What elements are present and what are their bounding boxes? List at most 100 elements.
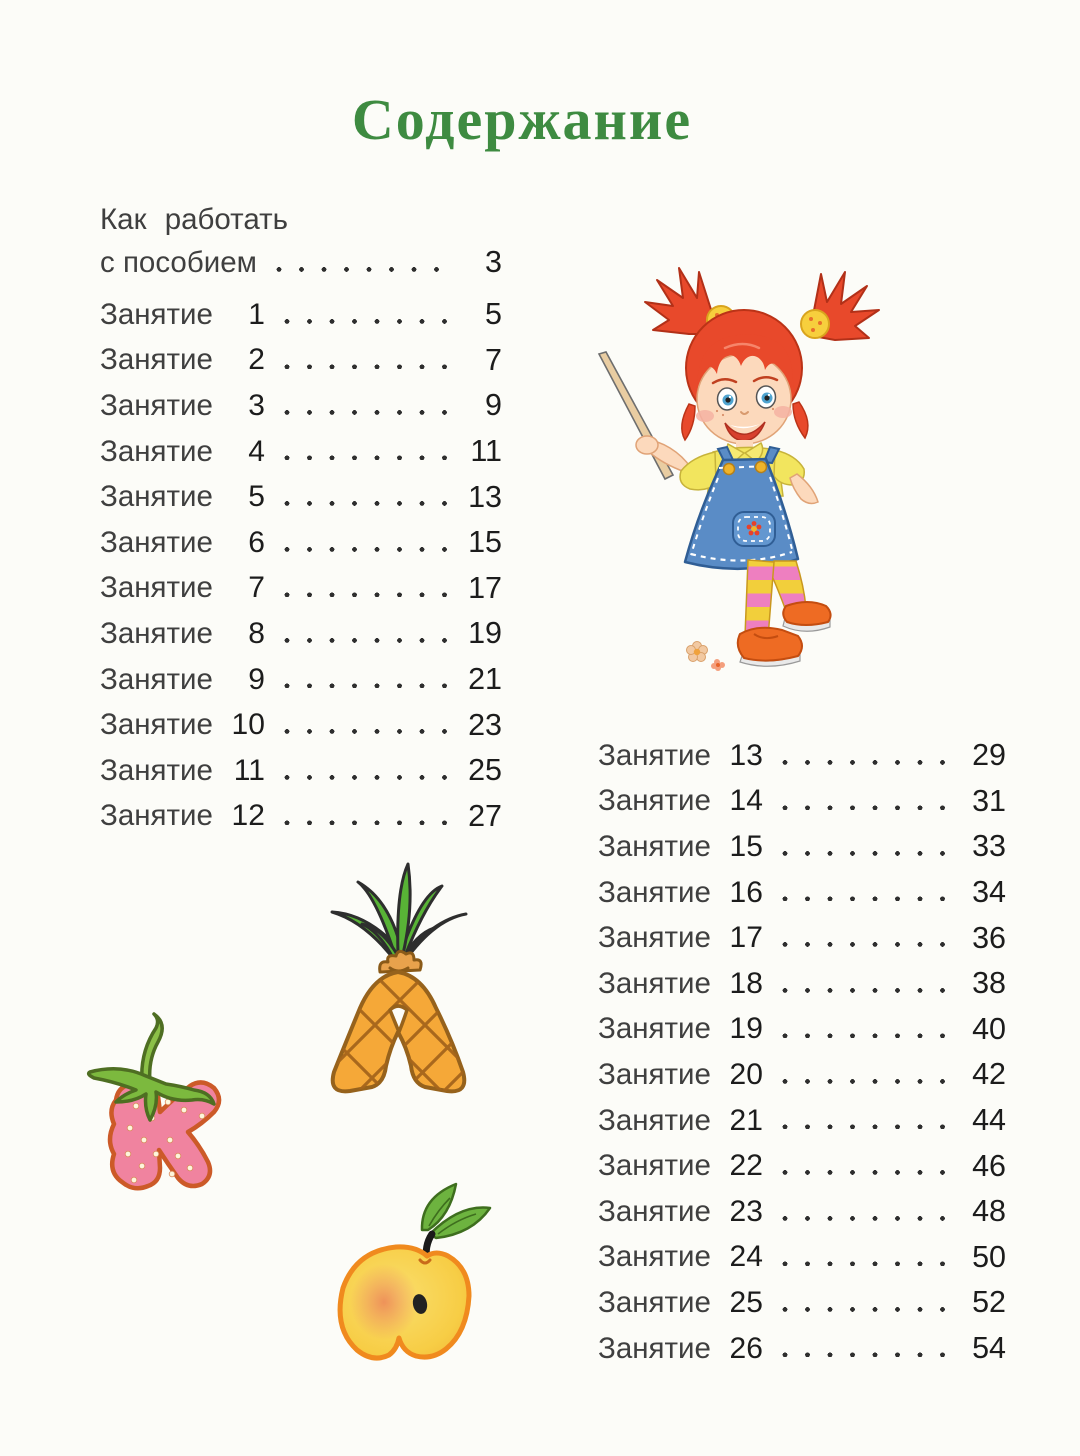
toc-entry-number: 13 — [729, 738, 763, 772]
toc-intro-line1: Как работать — [100, 203, 288, 236]
toc-entry-number: 1 — [248, 297, 265, 331]
toc-entry-page-number: 7 — [485, 342, 502, 377]
toc-entry: Занятие 19 40 — [598, 1006, 1006, 1053]
toc-entry-number: 26 — [729, 1331, 763, 1365]
toc-entry: Занятие 22 46 — [598, 1143, 1006, 1189]
toc-entry: Занятие 14 31 — [598, 778, 1006, 825]
toc-entry-page-number: 25 — [468, 753, 502, 788]
toc-entry-label: Занятие — [598, 1057, 711, 1091]
toc-entry-label: Занятие — [100, 480, 213, 514]
toc-entry-number: 9 — [248, 662, 265, 696]
toc-entry-number: 16 — [729, 875, 763, 909]
dot-leader — [274, 611, 450, 657]
toc-entry-number: 11 — [233, 753, 265, 787]
toc-left-column: Занятие 1 5 Занятие 2 7 Занятие 3 9 Заня… — [100, 292, 502, 840]
dot-leader — [772, 1006, 954, 1053]
toc-entry-page-number: 52 — [972, 1285, 1006, 1320]
toc-entry-label: Занятие — [100, 434, 213, 468]
toc-entry-number: 5 — [248, 480, 265, 514]
toc-entry-page-number: 44 — [972, 1103, 1006, 1138]
toc-entry-label: Занятие — [100, 708, 213, 742]
toc-entry: Занятие 5 13 — [100, 474, 502, 520]
toc-entry-label: Занятие — [598, 966, 711, 1000]
dot-leader — [274, 474, 450, 520]
toc-entry-page-number: 15 — [468, 525, 502, 560]
dot-leader — [274, 292, 450, 338]
toc-entry-number: 12 — [231, 799, 265, 833]
dot-leader — [772, 1280, 954, 1326]
toc-entry-number: 14 — [729, 784, 763, 818]
toc-entry-label: Занятие — [598, 1240, 711, 1274]
toc-entry-number: 23 — [729, 1194, 763, 1228]
dot-leader — [274, 747, 450, 794]
toc-entry-label: Занятие — [100, 297, 213, 331]
toc-entry-number: 19 — [729, 1012, 763, 1046]
toc-entry-label: Занятие — [100, 799, 213, 833]
apple-illustration — [326, 1176, 498, 1374]
toc-entry-label: Занятие — [598, 1331, 711, 1365]
toc-entry-label: Занятие — [598, 1012, 711, 1046]
toc-entry: Занятие 16 34 — [598, 869, 1006, 916]
toc-entry-label: Занятие — [100, 525, 213, 559]
dot-leader — [274, 702, 450, 748]
toc-entry-page-number: 31 — [972, 783, 1006, 818]
dot-leader — [772, 1188, 954, 1235]
pineapple-letter-a-illustration — [310, 860, 488, 1115]
toc-entry-number: 24 — [729, 1240, 763, 1274]
toc-entry-page-number: 9 — [485, 388, 502, 423]
dot-leader — [772, 733, 954, 779]
dot-leader — [772, 960, 954, 1007]
toc-entry-page-number: 46 — [972, 1148, 1006, 1183]
toc-entry: Занятие 13 29 — [598, 733, 1006, 779]
toc-entry: Занятие 11 25 — [100, 747, 502, 794]
dot-leader — [772, 1052, 954, 1098]
toc-intro-line2: с пособием 3 — [100, 240, 502, 286]
toc-intro-label: с пособием — [100, 245, 257, 279]
dot-leader — [274, 793, 450, 840]
toc-entry: Занятие 7 17 — [100, 565, 502, 612]
toc-entry-number: 17 — [729, 921, 763, 955]
toc-entry: Занятие 17 36 — [598, 915, 1006, 961]
toc-entry-number: 8 — [248, 616, 265, 650]
toc-right-column: Занятие 13 29 Занятие 14 31 Занятие 15 3… — [598, 733, 1006, 1372]
toc-entry-page-number: 38 — [972, 966, 1006, 1001]
toc-entry-page-number: 48 — [972, 1194, 1006, 1229]
toc-entry-label: Занятие — [598, 1149, 711, 1183]
toc-entry-page-number: 33 — [972, 829, 1006, 864]
toc-entry-number: 4 — [248, 434, 265, 468]
toc-intro-page-number: 3 — [485, 245, 502, 280]
dot-leader — [274, 519, 450, 566]
dot-leader — [772, 1143, 954, 1189]
dot-leader — [274, 565, 450, 612]
toc-entry-number: 21 — [729, 1103, 763, 1137]
toc-entry-label: Занятие — [598, 1194, 711, 1228]
dot-leader — [772, 915, 954, 961]
toc-entry-page-number: 11 — [470, 434, 502, 469]
toc-entry: Занятие 1 5 — [100, 292, 502, 338]
toc-entry-label: Занятие — [598, 829, 711, 863]
toc-entry: Занятие 12 27 — [100, 793, 502, 840]
page-title: Содержание — [351, 87, 693, 152]
toc-entry: Занятие 6 15 — [100, 519, 502, 566]
toc-entry-label: Занятие — [598, 1103, 711, 1137]
toc-entry: Занятие 18 38 — [598, 960, 1006, 1007]
toc-entry-page-number: 13 — [468, 479, 502, 514]
toc-entry-page-number: 17 — [468, 570, 502, 605]
girl-with-pointer-illustration — [596, 256, 890, 680]
toc-entry-number: 22 — [729, 1149, 763, 1183]
toc-entry-number: 7 — [248, 571, 265, 605]
toc-entry-page-number: 34 — [972, 875, 1006, 910]
toc-entry-page-number: 50 — [972, 1239, 1006, 1274]
toc-entry: Занятие 25 52 — [598, 1280, 1006, 1326]
dot-leader — [274, 656, 450, 703]
dot-leader — [274, 383, 450, 429]
toc-entry-number: 25 — [729, 1285, 763, 1319]
toc-entry-label: Занятие — [100, 343, 213, 377]
dot-leader — [772, 869, 954, 916]
toc-entry-label: Занятие — [100, 753, 213, 787]
toc-entry: Занятие 2 7 — [100, 337, 502, 384]
toc-entry-page-number: 42 — [972, 1057, 1006, 1092]
toc-entry: Занятие 21 44 — [598, 1097, 1006, 1144]
toc-entry-label: Занятие — [598, 738, 711, 772]
strawberry-letter-k-illustration — [80, 998, 256, 1206]
